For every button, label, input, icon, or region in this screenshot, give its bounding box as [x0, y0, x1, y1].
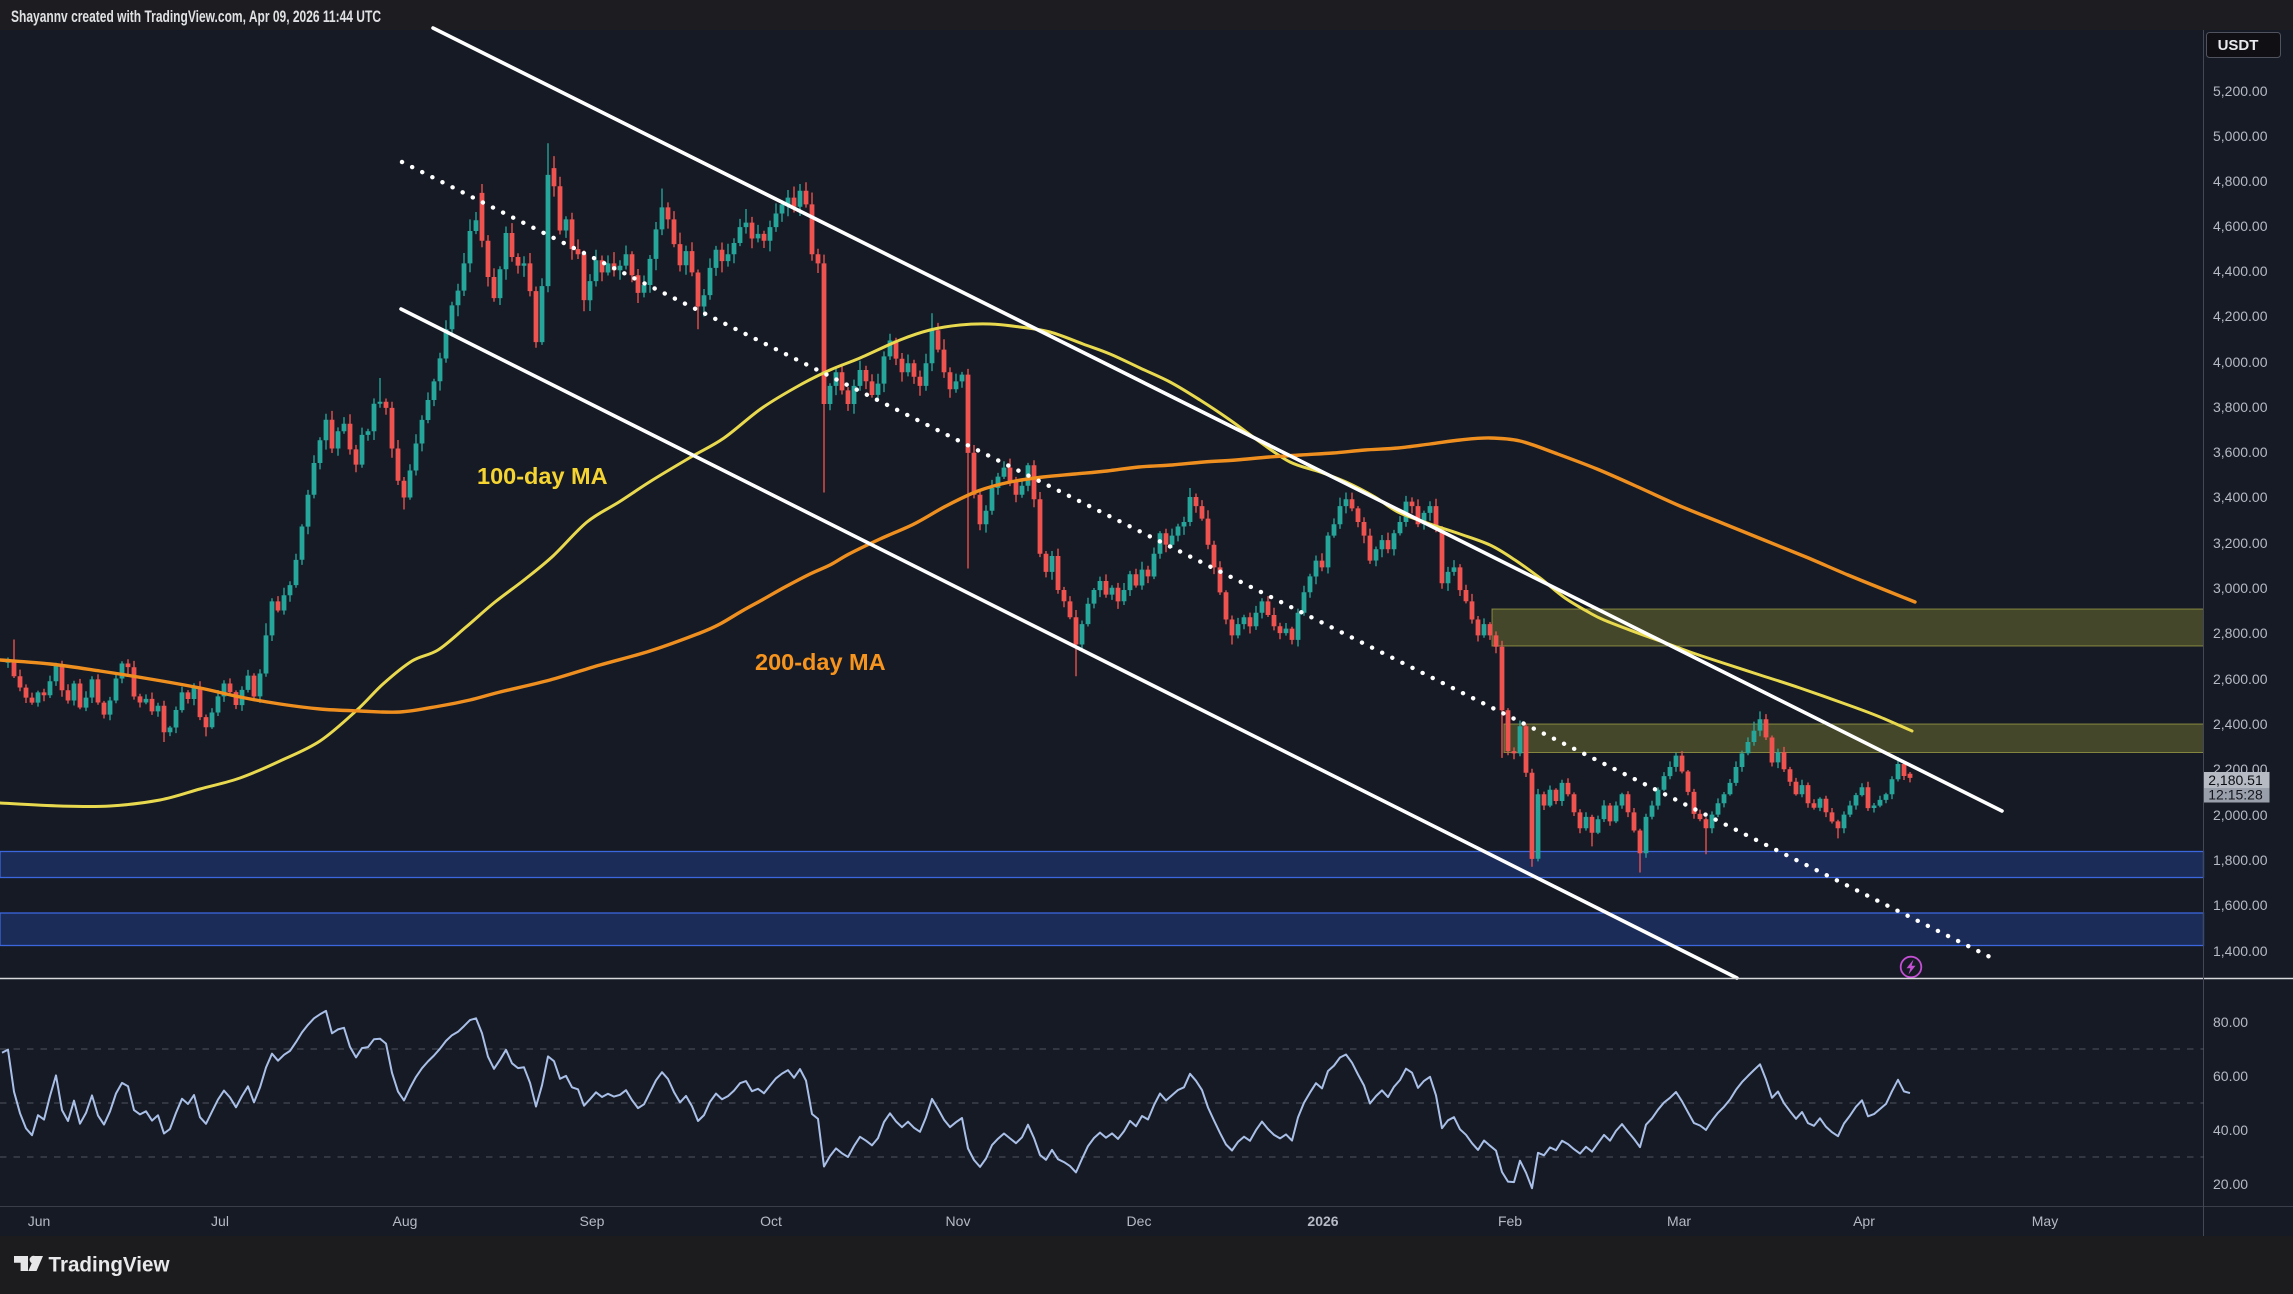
svg-text:2,180.51: 2,180.51 [2208, 772, 2263, 788]
svg-text:Apr: Apr [1853, 1213, 1875, 1229]
svg-text:2,600.00: 2,600.00 [2213, 671, 2268, 687]
svg-text:May: May [2032, 1213, 2058, 1229]
svg-text:2026: 2026 [1307, 1213, 1338, 1229]
svg-text:3,000.00: 3,000.00 [2213, 580, 2268, 596]
svg-text:1,400.00: 1,400.00 [2213, 943, 2268, 959]
svg-text:200-day MA: 200-day MA [755, 649, 886, 675]
svg-text:4,000.00: 4,000.00 [2213, 354, 2268, 370]
svg-text:Mar: Mar [1667, 1213, 1691, 1229]
svg-text:4,400.00: 4,400.00 [2213, 263, 2268, 279]
svg-text:3,800.00: 3,800.00 [2213, 399, 2268, 415]
svg-text:2,800.00: 2,800.00 [2213, 625, 2268, 641]
svg-text:4,800.00: 4,800.00 [2213, 173, 2268, 189]
svg-text:Jun: Jun [28, 1213, 51, 1229]
svg-text:2,400.00: 2,400.00 [2213, 716, 2268, 732]
svg-text:Feb: Feb [1498, 1213, 1522, 1229]
svg-text:80.00: 80.00 [2213, 1014, 2248, 1030]
svg-text:Sep: Sep [580, 1213, 605, 1229]
svg-text:Oct: Oct [760, 1213, 782, 1229]
svg-text:3,400.00: 3,400.00 [2213, 489, 2268, 505]
svg-text:100-day MA: 100-day MA [477, 463, 608, 489]
svg-text:40.00: 40.00 [2213, 1122, 2248, 1138]
svg-text:60.00: 60.00 [2213, 1068, 2248, 1084]
svg-text:Jul: Jul [211, 1213, 229, 1229]
svg-text:3,600.00: 3,600.00 [2213, 444, 2268, 460]
svg-text:20.00: 20.00 [2213, 1176, 2248, 1192]
svg-text:TradingView: TradingView [49, 1253, 170, 1277]
svg-text:Dec: Dec [1127, 1213, 1152, 1229]
svg-text:4,200.00: 4,200.00 [2213, 308, 2268, 324]
svg-text:1,600.00: 1,600.00 [2213, 897, 2268, 913]
svg-text:3,200.00: 3,200.00 [2213, 535, 2268, 551]
svg-text:Nov: Nov [946, 1213, 971, 1229]
svg-text:12:15:28: 12:15:28 [2208, 787, 2263, 803]
svg-text:Aug: Aug [393, 1213, 418, 1229]
svg-text:4,600.00: 4,600.00 [2213, 218, 2268, 234]
svg-text:1,800.00: 1,800.00 [2213, 852, 2268, 868]
svg-text:2,000.00: 2,000.00 [2213, 807, 2268, 823]
svg-text:USDT: USDT [2218, 37, 2259, 54]
svg-text:Shayannv created with TradingV: Shayannv created with TradingView.com, A… [11, 8, 381, 26]
svg-text:5,200.00: 5,200.00 [2213, 83, 2268, 99]
svg-text:5,000.00: 5,000.00 [2213, 128, 2268, 144]
